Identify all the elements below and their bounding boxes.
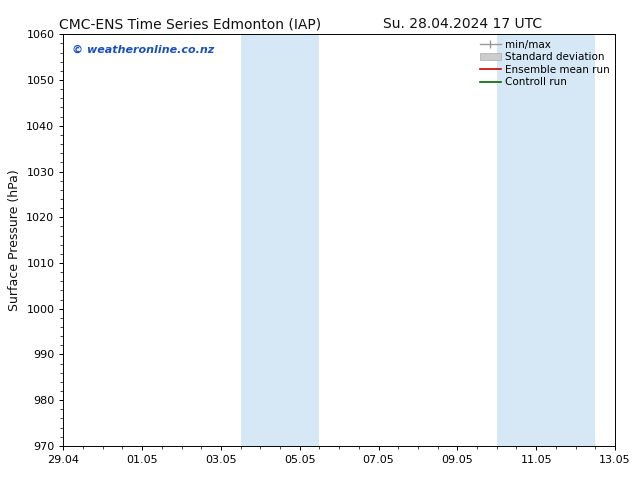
- Bar: [241, 34, 320, 446]
- Bar: [497, 34, 595, 446]
- Text: © weatheronline.co.nz: © weatheronline.co.nz: [72, 45, 214, 54]
- Legend: min/max, Standard deviation, Ensemble mean run, Controll run: min/max, Standard deviation, Ensemble me…: [478, 37, 612, 89]
- Y-axis label: Surface Pressure (hPa): Surface Pressure (hPa): [8, 169, 21, 311]
- Text: Su. 28.04.2024 17 UTC: Su. 28.04.2024 17 UTC: [384, 17, 542, 31]
- Text: CMC-ENS Time Series Edmonton (IAP): CMC-ENS Time Series Edmonton (IAP): [59, 17, 321, 31]
